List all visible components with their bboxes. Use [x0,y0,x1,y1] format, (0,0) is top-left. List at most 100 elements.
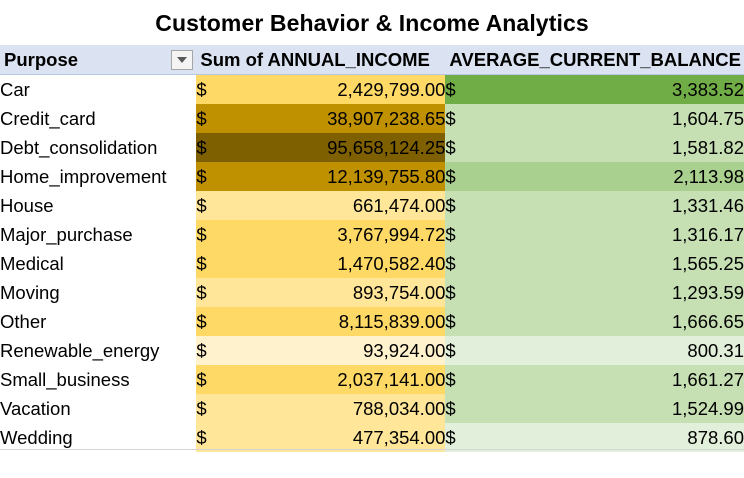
average-balance-value: 1,661.27 [671,368,744,390]
average-balance-cell[interactable]: $2,113.98 [445,162,744,191]
annual-income-value: 93,924.00 [363,339,446,361]
annual-income-cell[interactable]: $1,470,582.40 [196,249,446,278]
header-income-label: Sum of ANNUAL_INCOME [200,48,430,70]
header-purpose: Purpose [0,45,197,75]
filter-dropdown-button[interactable] [171,49,194,70]
annual-income-value: 2,037,141.00 [337,368,446,390]
purpose-cell[interactable]: Medical [0,252,64,274]
purpose-cell[interactable]: Small_business [0,368,130,390]
average-balance-value: 1,524.99 [671,397,744,419]
annual-income-value: 661,474.00 [352,194,446,216]
currency-symbol: $ [445,78,456,100]
average-balance-value: 1,331.46 [671,194,744,216]
average-balance-cell[interactable]: $1,666.65 [445,307,744,336]
currency-symbol: $ [445,310,456,332]
currency-symbol: $ [445,426,456,448]
currency-symbol: $ [196,339,207,361]
average-balance-value: 878.60 [687,426,744,448]
table-row[interactable]: House $661,474.00 $1,331.46 [0,191,744,220]
purpose-cell[interactable]: Wedding [0,426,73,448]
table-row[interactable]: Moving $893,754.00 $1,293.59 [0,278,744,307]
annual-income-value: 1,470,582.40 [337,252,446,274]
table-row[interactable]: Renewable_energy $93,924.00 $800.31 [0,336,744,365]
annual-income-value: 2,429,799.00 [337,78,446,100]
purpose-cell[interactable]: Renewable_energy [0,339,160,361]
annual-income-value: 477,354.00 [352,426,446,448]
average-balance-cell[interactable]: $1,604.75 [445,104,744,133]
purpose-cell[interactable]: Major_purchase [0,223,133,245]
annual-income-cell[interactable]: $2,037,141.00 [196,365,446,394]
purpose-cell[interactable]: Moving [0,281,60,303]
average-balance-cell[interactable]: $1,331.46 [445,191,744,220]
currency-symbol: $ [196,368,207,390]
average-balance-cell[interactable]: $1,293.59 [445,278,744,307]
pivot-table: Purpose Sum of ANNUAL_INCOME AVERAGE_CUR… [0,45,744,452]
table-row[interactable]: Wedding $477,354.00 $878.60 [0,423,744,452]
average-balance-value: 800.31 [687,339,744,361]
annual-income-cell[interactable]: $93,924.00 [196,336,446,365]
annual-income-cell[interactable]: $477,354.00 [196,423,446,452]
table-row[interactable]: Medical $1,470,582.40 $1,565.25 [0,249,744,278]
annual-income-cell[interactable]: $661,474.00 [196,191,446,220]
header-balance-label: AVERAGE_CURRENT_BALANCE [449,48,741,70]
header-average-balance: AVERAGE_CURRENT_BALANCE [445,45,744,75]
table-row[interactable]: Other $8,115,839.00 $1,666.65 [0,307,744,336]
header-purpose-label: Purpose [4,48,79,70]
currency-symbol: $ [445,252,456,274]
purpose-cell[interactable]: Home_improvement [0,165,167,187]
currency-symbol: $ [445,339,456,361]
annual-income-cell[interactable]: $788,034.00 [196,394,446,423]
annual-income-cell[interactable]: $95,658,124.25 [196,133,446,162]
average-balance-cell[interactable]: $3,383.52 [445,74,744,104]
annual-income-cell[interactable]: $38,907,238.65 [196,104,446,133]
table-row[interactable]: Small_business $2,037,141.00 $1,661.27 [0,365,744,394]
currency-symbol: $ [445,194,456,216]
average-balance-value: 1,565.25 [671,252,744,274]
header-row: Purpose Sum of ANNUAL_INCOME AVERAGE_CUR… [0,45,744,75]
currency-symbol: $ [445,368,456,390]
currency-symbol: $ [445,223,456,245]
annual-income-cell[interactable]: $893,754.00 [196,278,446,307]
currency-symbol: $ [445,281,456,303]
purpose-cell[interactable]: House [0,194,54,216]
purpose-cell[interactable]: Other [0,310,47,332]
table-row[interactable]: Vacation $788,034.00 $1,524.99 [0,394,744,423]
purpose-cell[interactable]: Car [0,78,30,100]
purpose-cell[interactable]: Debt_consolidation [0,136,158,158]
currency-symbol: $ [196,136,207,158]
purpose-cell[interactable]: Credit_card [0,107,96,129]
currency-symbol: $ [196,281,207,303]
annual-income-cell[interactable]: $8,115,839.00 [196,307,446,336]
purpose-cell[interactable]: Vacation [0,397,71,419]
average-balance-cell[interactable]: $1,581.82 [445,133,744,162]
currency-symbol: $ [445,397,456,419]
annual-income-value: 95,658,124.25 [327,136,446,158]
average-balance-cell[interactable]: $1,524.99 [445,394,744,423]
filter-arrow-icon [177,56,188,63]
average-balance-value: 2,113.98 [673,165,744,187]
annual-income-cell[interactable]: $2,429,799.00 [196,74,446,104]
annual-income-value: 3,767,994.72 [337,223,446,245]
annual-income-cell[interactable]: $12,139,755.80 [196,162,446,191]
average-balance-value: 1,581.82 [671,136,744,158]
currency-symbol: $ [196,107,207,129]
average-balance-value: 1,604.75 [671,107,744,129]
table-row[interactable]: Home_improvement $12,139,755.80 $2,113.98 [0,162,744,191]
table-row[interactable]: Credit_card $38,907,238.65 $1,604.75 [0,104,744,133]
currency-symbol: $ [196,78,207,100]
currency-symbol: $ [196,397,207,419]
average-balance-cell[interactable]: $1,661.27 [445,365,744,394]
currency-symbol: $ [196,310,207,332]
table-row[interactable]: Debt_consolidation $95,658,124.25 $1,581.8… [0,133,744,162]
table-row[interactable]: Car $2,429,799.00 $3,383.52 [0,74,744,104]
currency-symbol: $ [445,107,456,129]
annual-income-value: 893,754.00 [352,281,446,303]
average-balance-cell[interactable]: $1,565.25 [445,249,744,278]
annual-income-value: 8,115,839.00 [338,310,446,332]
annual-income-cell[interactable]: $3,767,994.72 [196,220,446,249]
average-balance-cell[interactable]: $878.60 [445,423,744,452]
table-row[interactable]: Major_purchase $3,767,994.72 $1,316.17 [0,220,744,249]
average-balance-cell[interactable]: $1,316.17 [445,220,744,249]
average-balance-cell[interactable]: $800.31 [445,336,744,365]
currency-symbol: $ [196,165,207,187]
